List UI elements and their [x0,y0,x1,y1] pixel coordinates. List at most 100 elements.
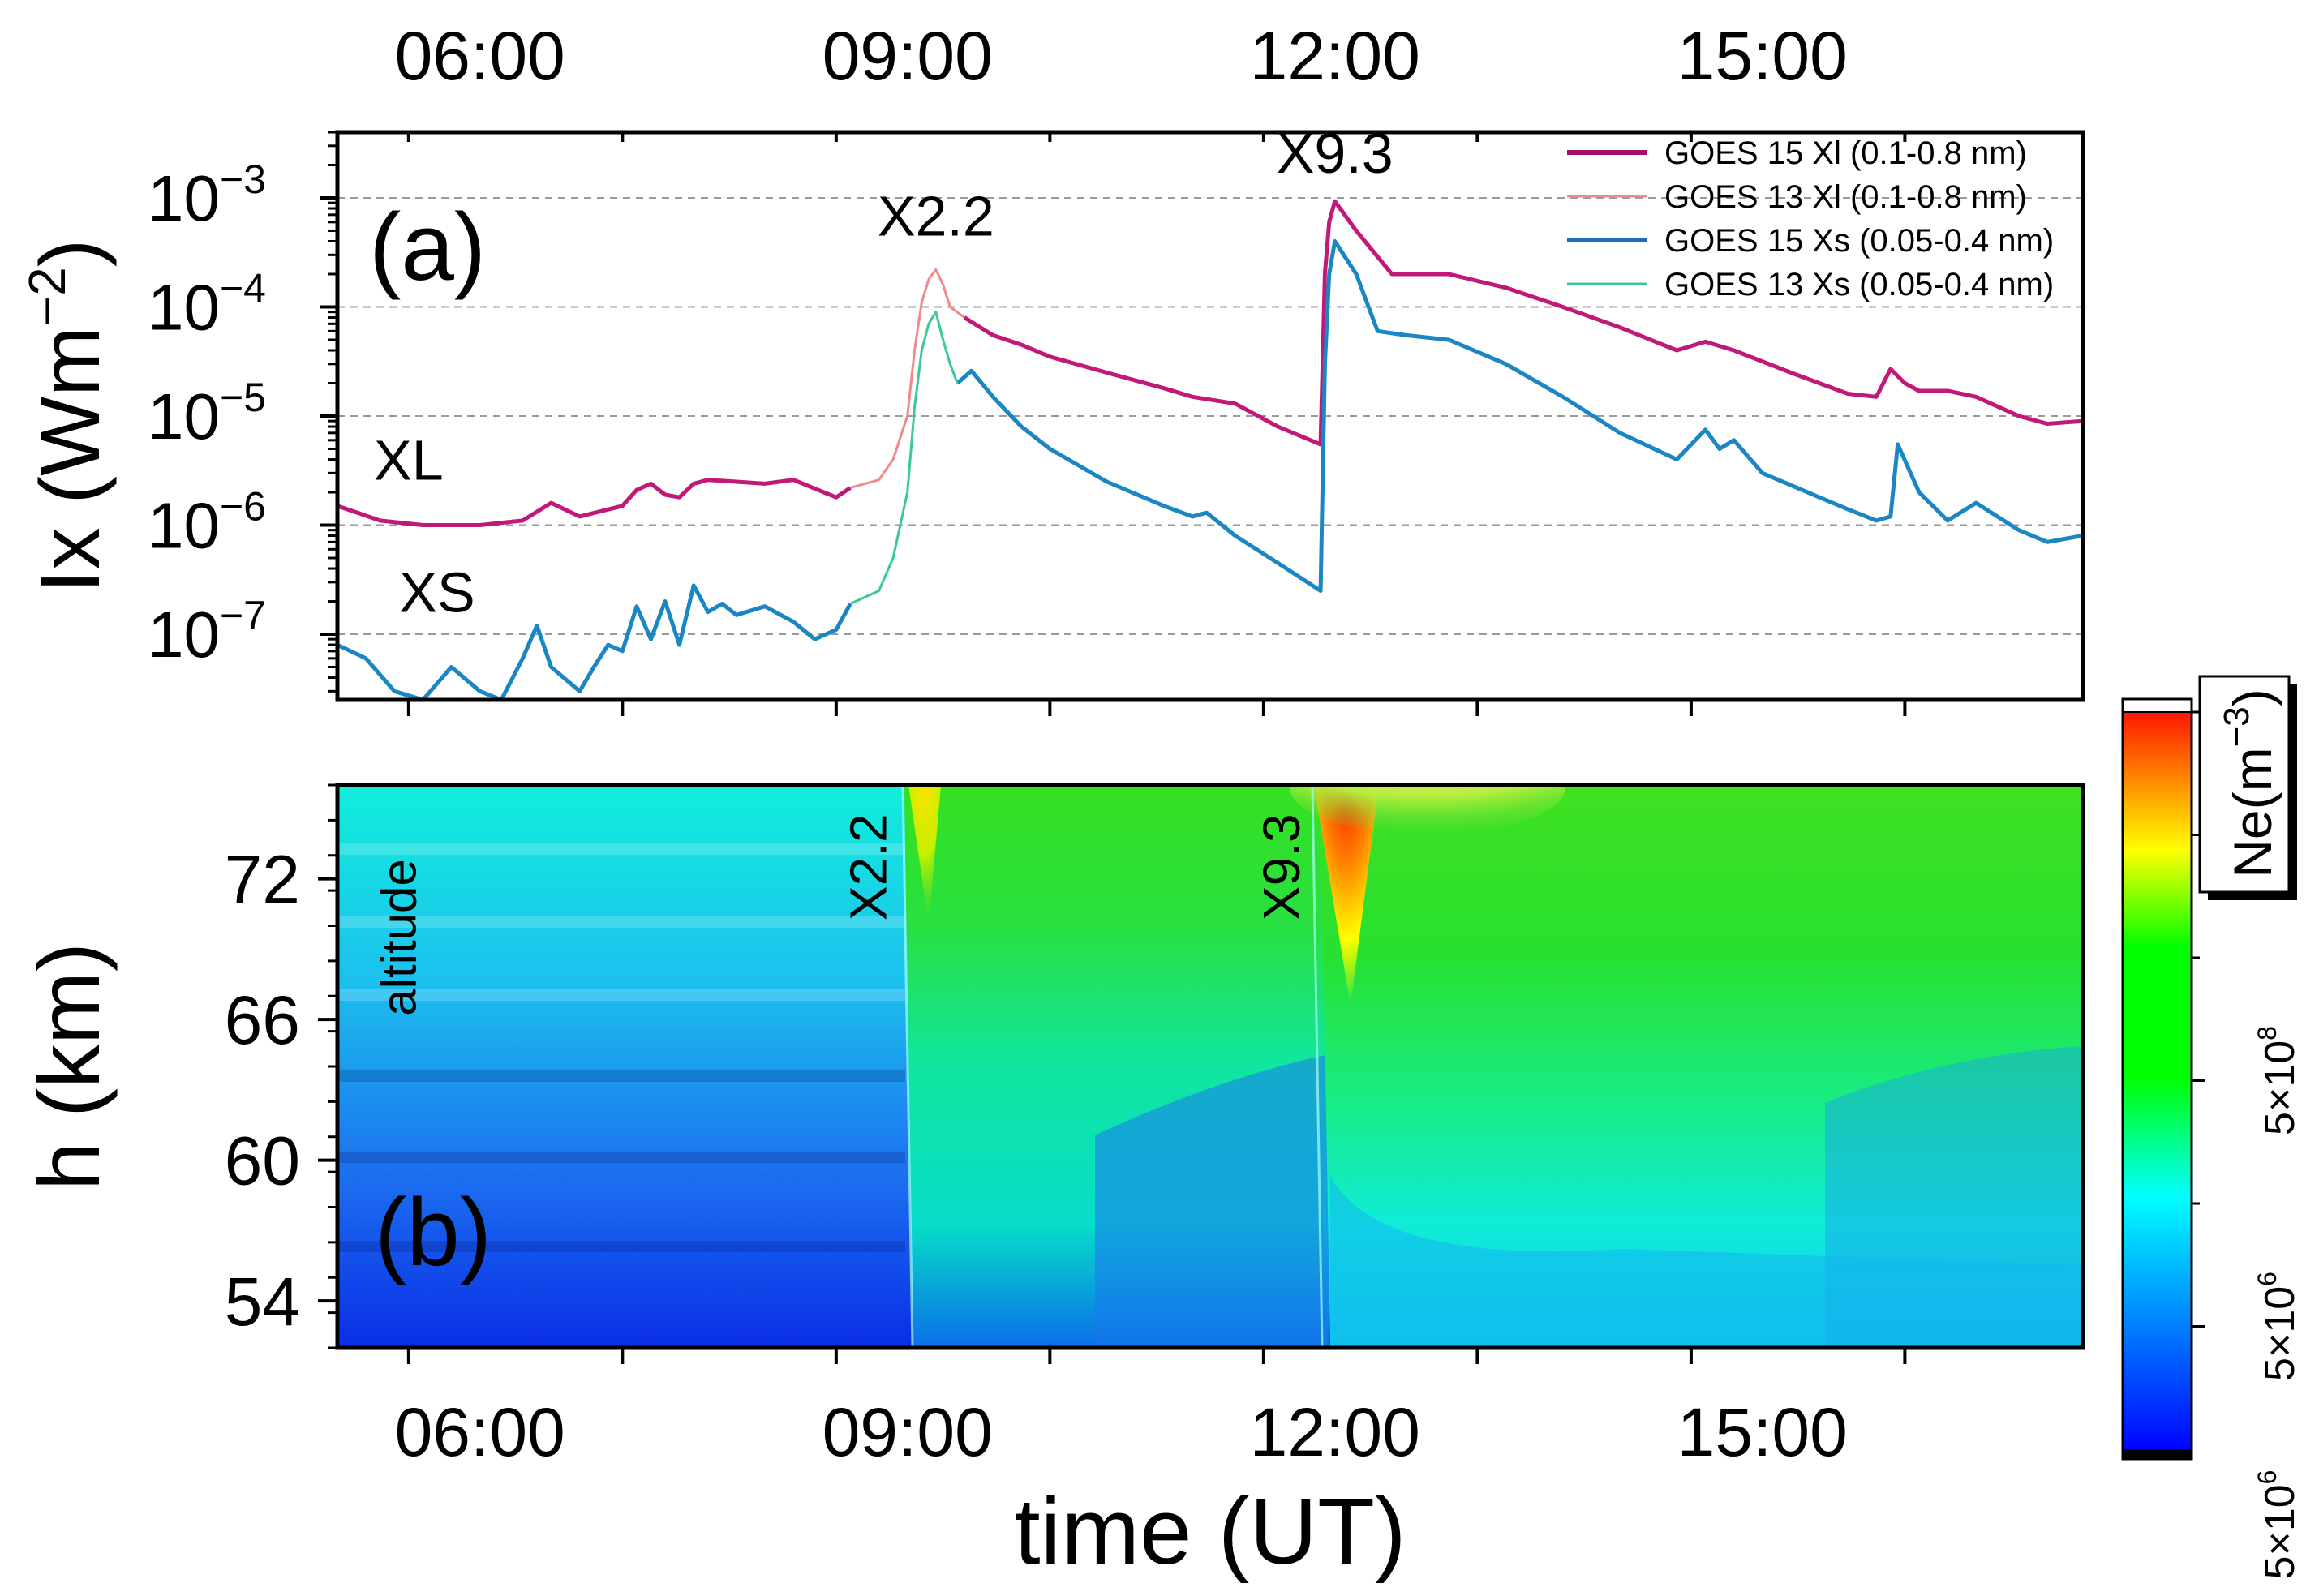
colorbar-label: Ne(m−3) [2217,689,2282,877]
heatmap-band [337,916,905,928]
y-axis-label-a-close: ) [24,239,118,268]
series-line-goes-15-xl-0-1-0-8-nm- [963,199,2083,447]
colorbar-label-text: Ne(m [2222,747,2282,877]
y-tick-label-a: 10−3 [148,157,266,234]
y-tick-label-a: 10−7 [148,593,266,671]
series-line-goes-15-xs-0-05-0-4-nm- [337,583,852,700]
y-tick-label-a: 10−5 [148,375,266,453]
y-tick-label-a-exp: −7 [220,593,266,638]
x-tick-label: 12:00 [1250,1394,1420,1470]
heatmap-flare2-region [1321,785,2083,1348]
y-axis-b: 54 60 66 72 [225,783,337,1349]
colorbar-bottom-label: 5×106 [2252,1470,2304,1580]
legend-label: GOES 15 Xl (0.1-0.8 nm) [1664,135,2027,171]
y-tick-label-a-exp: −6 [220,484,266,530]
y-tick-label-b: 72 [225,842,300,918]
colorbar-top-cap [2122,698,2192,713]
series-line-goes-15-xl-0-1-0-8-nm- [337,478,852,527]
y-axis-a: 10−710−610−510−410−3 [148,131,337,693]
heatmap-band [337,843,905,855]
heatmap-band [337,989,905,1001]
heatmap-flare1-peak [908,785,941,925]
heatmap-field [337,785,2083,1348]
colorbar-tick-label-group: 5×108 [2252,1026,2304,1135]
annotation-a: X9.3 [1277,122,1394,185]
heatmap-bands [337,843,905,1252]
series-line-goes-15-xs-0-05-0-4-nm- [956,239,2083,593]
colorbar-tick-label-base: 5×10 [2257,1040,2304,1135]
y-tick-label-b: 66 [225,982,300,1058]
colorbar-gradient [2123,699,2192,1453]
colorbar-label-exp: −3 [2217,706,2257,747]
colorbar-tick-label-exp: 8 [2252,1026,2282,1040]
flare-annotations-a: X2.2 X9.3 XL XS [374,122,1394,624]
y-tick-label-b: 54 [225,1264,300,1340]
colorbar-tick-label: 5×108 [2252,1026,2304,1135]
y-axis-label-a: Ix (Wm−2) [18,239,118,594]
colorbar-label-close: ) [2222,689,2282,706]
x-tick-label: 06:00 [395,1394,565,1470]
series-line-goes-13-xs-0-05-0-4-nm- [849,311,959,605]
legend-label: GOES 15 Xs (0.05-0.4 nm) [1664,223,2054,259]
colorbar-tick-label: 5×106 [2252,1272,2304,1381]
y-tick-label-a: 10−6 [148,484,266,562]
x-tick-label: 15:00 [1677,1394,1848,1470]
y-tick-label-a-exp: −3 [220,157,266,202]
x-axis-b: 06:00 09:00 12:00 15:00 [395,1348,1907,1470]
heatmap-band [337,1241,905,1252]
legend-label: GOES 13 Xl (0.1-0.8 nm) [1664,179,2027,215]
top-axis: 06:00 09:00 12:00 15:00 [395,18,1907,142]
panel-label-a: (a) [369,194,486,301]
colorbar-tick-label-group: 5×106 [2252,1272,2304,1381]
legend: GOES 15 Xl (0.1-0.8 nm) GOES 13 Xl (0.1-0… [1567,135,2054,302]
top-tick-label: 15:00 [1677,18,1848,94]
y-tick-label-a-base: 10 [148,380,220,453]
heatmap-annotations: altitude X2.2 X9.3 [372,813,1311,1015]
heatmap-flare1-fade [1095,1054,1329,1348]
series-line-goes-13-xl-0-1-0-8-nm- [850,268,965,489]
heatmap-flare2-glow [1290,785,1565,835]
y-axis-label-a-exp: −2 [18,267,76,326]
colorbar-bottom-cap [2123,1449,2192,1459]
flux-series-group [337,199,2083,700]
panel-a-flux-plot: 06:00 09:00 12:00 15:00 10−710−610−510−410−… [18,18,2085,716]
annotation-b: X2.2 [839,813,897,920]
y-tick-label-a: 10−4 [148,265,266,343]
colorbar-bottom-label-base: 5×10 [2257,1484,2304,1579]
y-axis-label-b: h (km) [19,942,118,1191]
panel-label-b: (b) [375,1179,492,1286]
colorbar-bottom-label-group: 5×106 [2252,1470,2304,1580]
heatmap-flare2-base [1330,1176,2083,1348]
y-tick-label-a-base: 10 [148,271,220,343]
colorbar-bottom-label-exp: 6 [2252,1470,2282,1485]
top-tick-label: 12:00 [1250,18,1420,94]
heatmap-band [337,1070,905,1082]
y-tick-label-b: 60 [225,1123,300,1199]
flare2-onset-line [1311,785,1324,1348]
y-tick-label-a-exp: −5 [220,375,266,420]
grid-lines [337,196,2083,636]
bottom-ticks-a [406,700,1907,716]
annotation-b: X9.3 [1252,813,1311,920]
legend-label: GOES 13 Xs (0.05-0.4 nm) [1664,267,2054,302]
y-tick-label-a-base: 10 [148,490,220,562]
x-axis-label: time (UT) [1014,1478,1406,1584]
annotation-a: X2.2 [878,185,994,248]
top-tick-label: 06:00 [395,18,565,94]
annotation-a: XS [399,561,475,624]
colorbar-frame [2121,697,2193,1461]
top-tick-label: 09:00 [822,18,993,94]
x-tick-label: 09:00 [822,1394,993,1470]
flare1-onset-line [901,785,914,1348]
y-tick-label-a-base: 10 [148,598,220,671]
annotation-b: altitude [372,859,427,1015]
y-axis-label-a-text: Ix (Wm [24,326,118,593]
colorbar-label-box [2198,675,2291,894]
colorbar-tick-label-exp: 6 [2252,1272,2282,1286]
y-tick-label-a-base: 10 [148,162,220,234]
annotation-a: XL [374,429,444,492]
heatmap-band [337,1152,905,1163]
y-tick-label-a-exp: −4 [220,265,266,311]
